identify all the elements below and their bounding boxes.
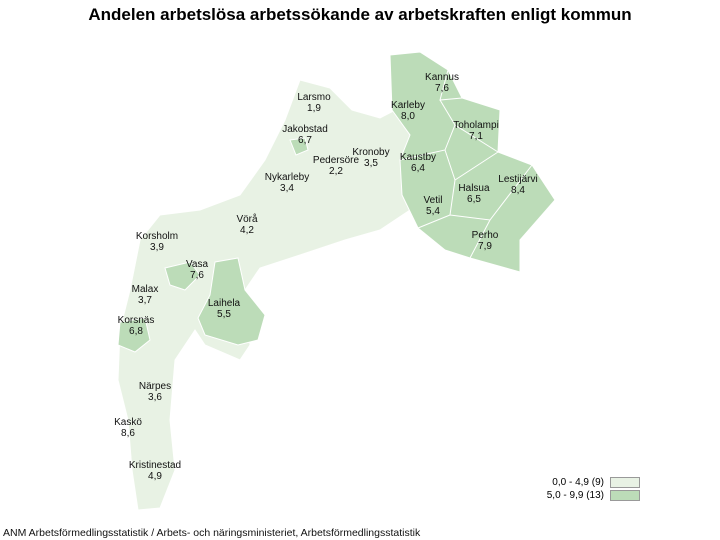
internal-borders-east: [399, 69, 533, 259]
municipality-name-korsnas: Korsnäs: [118, 315, 155, 326]
municipality-name-toholampi: Toholampi: [453, 120, 499, 131]
municipality-name-lestijarvi: Lestijärvi: [498, 174, 537, 185]
legend-swatch-low: [610, 477, 640, 488]
municipality-name-halsua: Halsua: [458, 183, 490, 194]
municipality-name-jakobstad: Jakobstad: [282, 124, 328, 135]
municipality-value-larsmo: 1,9: [307, 103, 321, 114]
region-high-east: [389, 51, 556, 273]
municipality-name-kasko: Kaskö: [114, 417, 142, 428]
municipality-name-larsmo: Larsmo: [297, 92, 331, 103]
municipality-name-kronoby: Kronoby: [352, 147, 389, 158]
municipality-value-pedersore: 2,2: [329, 166, 343, 177]
municipality-name-nykarleby: Nykarleby: [265, 172, 309, 183]
municipality-name-narpes: Närpes: [139, 381, 171, 392]
municipality-value-vora: 4,2: [240, 225, 254, 236]
municipality-name-pedersore: Pedersöre: [313, 155, 360, 166]
municipality-value-malax: 3,7: [138, 295, 152, 306]
municipality-name-karleby: Karleby: [391, 100, 425, 111]
municipality-name-korsholm: Korsholm: [136, 231, 178, 242]
municipality-name-vetil: Vetil: [424, 195, 443, 206]
map-title: Andelen arbetslösa arbetssökande av arbe…: [88, 5, 632, 24]
region-vasa: [164, 261, 201, 291]
municipality-name-kaustby: Kaustby: [400, 152, 436, 163]
municipality-name-kannus: Kannus: [425, 72, 459, 83]
municipality-value-karleby: 8,0: [401, 111, 415, 122]
municipality-value-vetil: 5,4: [426, 206, 440, 217]
municipality-value-jakobstad: 6,7: [298, 135, 312, 146]
municipality-value-narpes: 3,6: [148, 392, 162, 403]
municipality-value-halsua: 6,5: [467, 194, 481, 205]
region-korsnas: [117, 317, 151, 353]
municipality-name-perho: Perho: [472, 230, 499, 241]
municipality-name-malax: Malax: [132, 284, 159, 295]
legend-item-high: 5,0 - 9,9 (13): [547, 489, 640, 502]
municipality-value-perho: 7,9: [478, 241, 492, 252]
municipality-value-kronoby: 3,5: [364, 158, 378, 169]
region-low-coast: [117, 79, 421, 511]
municipality-value-laihela: 5,5: [217, 309, 231, 320]
legend-item-low: 0,0 - 4,9 (9): [547, 476, 640, 489]
municipality-name-kristinestad: Kristinestad: [129, 460, 181, 471]
municipality-name-laihela: Laihela: [208, 298, 241, 309]
municipality-value-korsnas: 6,8: [129, 326, 143, 337]
municipality-value-kaustby: 6,4: [411, 163, 425, 174]
municipality-value-kristinestad: 4,9: [148, 471, 162, 482]
municipality-value-lestijarvi: 8,4: [511, 185, 525, 196]
map-legend: 0,0 - 4,9 (9) 5,0 - 9,9 (13): [547, 476, 640, 502]
municipality-value-korsholm: 3,9: [150, 242, 164, 253]
municipality-value-toholampi: 7,1: [469, 131, 483, 142]
municipality-value-vasa: 7,6: [190, 270, 204, 281]
municipality-name-vora: Vörå: [236, 213, 258, 225]
region-jakobstad: [289, 137, 309, 156]
legend-label-low: 0,0 - 4,9 (9): [552, 477, 604, 488]
legend-swatch-high: [610, 490, 640, 501]
municipality-value-kannus: 7,6: [435, 83, 449, 94]
legend-label-high: 5,0 - 9,9 (13): [546, 490, 604, 501]
municipality-value-kasko: 8,6: [121, 428, 135, 439]
region-laihela: [197, 257, 266, 346]
source-note: ANM Arbetsförmedlingsstatistik / Arbets-…: [3, 527, 421, 539]
municipality-name-vasa: Vasa: [186, 259, 208, 270]
municipality-value-nykarleby: 3,4: [280, 183, 294, 194]
